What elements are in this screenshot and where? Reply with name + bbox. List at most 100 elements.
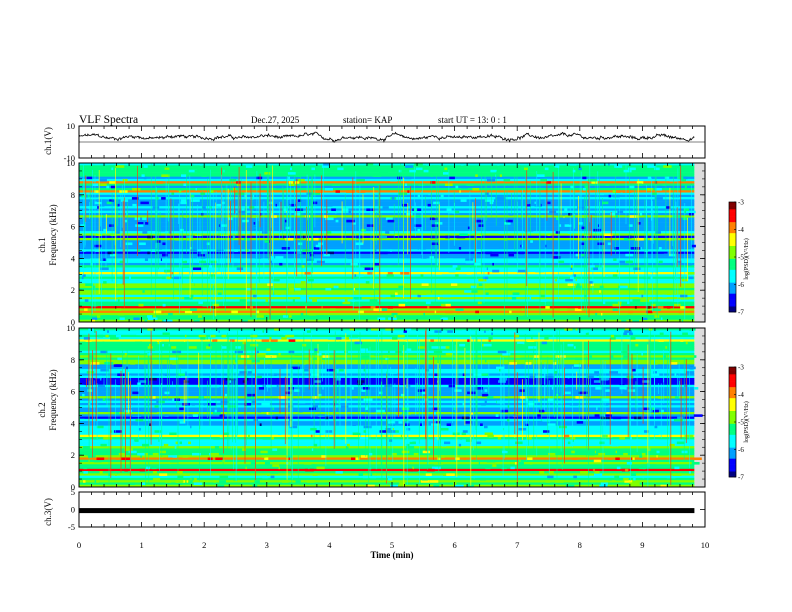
spectrum-cell	[360, 228, 366, 232]
spectrum-cell	[631, 457, 633, 461]
spectrum-cell	[261, 402, 270, 406]
spectrum-band	[79, 244, 695, 248]
spectrum-cell	[656, 450, 660, 454]
spectrum-cell	[96, 269, 98, 273]
spectrum-cell	[594, 414, 600, 417]
cb2-label: log(PSD)(V²/Hz)	[743, 401, 750, 442]
spectrum-cell	[260, 212, 262, 216]
spectrum-cell	[267, 384, 271, 388]
spectrum-cell	[560, 308, 568, 311]
spectrum-cell	[441, 427, 449, 431]
spectrum-cell	[391, 452, 397, 456]
spectrum-cell	[193, 319, 200, 323]
spectrum-cell	[584, 330, 588, 333]
spectrum-cell	[504, 346, 514, 349]
spectrum-cell	[490, 253, 499, 257]
spectrum-cell	[357, 278, 366, 282]
spectrum-cell	[628, 310, 633, 314]
colorbar-tick-label: -4	[738, 226, 744, 234]
spectrum-cell	[174, 343, 181, 347]
spectrum-cell	[212, 339, 218, 342]
spectrum-cell	[425, 301, 431, 305]
spectrum-cell	[346, 443, 350, 447]
spectrum-cell	[175, 348, 179, 352]
spectrum-cell	[262, 181, 271, 184]
spectrum-cell	[562, 212, 565, 216]
spectrum-cell	[152, 452, 159, 456]
spectrum-cell	[228, 185, 232, 189]
spectrum-cell	[406, 212, 413, 216]
spectrum-cell	[554, 278, 557, 282]
colorbar-segment	[729, 462, 736, 465]
spectrum-cell	[459, 283, 463, 286]
spectrum-cell	[283, 332, 287, 336]
spectrum-cell	[446, 328, 452, 331]
spectrum-cell	[143, 421, 150, 424]
spectrum-cell	[464, 231, 473, 234]
spectrum-cell	[270, 355, 277, 358]
spectrum-cell	[248, 434, 250, 438]
spectrum-cell	[559, 276, 564, 280]
spectrum-cell	[597, 242, 605, 246]
spectrum-cell	[219, 414, 225, 417]
spectrum-cell	[581, 226, 586, 230]
spectrum-cell	[367, 409, 376, 413]
spectrum-cell	[406, 412, 411, 415]
spectrum-cell	[259, 423, 262, 426]
spectrum-cell	[354, 219, 356, 223]
spectrum-cell	[589, 281, 594, 284]
spectrum-cell	[452, 265, 458, 268]
spectrum-cell	[117, 312, 125, 316]
spectrum-cell	[125, 242, 133, 246]
spectrum-cell	[398, 169, 402, 173]
spectrum-cell	[594, 450, 596, 454]
spectrum-cell	[147, 352, 152, 356]
spectrum-band	[79, 237, 695, 241]
spectrum-cell	[110, 253, 116, 257]
spectrum-cell	[257, 409, 262, 413]
colorbar-segment	[729, 401, 736, 404]
spectrum-cell	[102, 398, 106, 401]
spectrum-cell	[297, 178, 305, 182]
spectrum-cell	[295, 352, 302, 356]
spectrum-cell	[423, 312, 425, 316]
figure-title: VLF Spectra	[79, 114, 138, 126]
spectrum-cell	[250, 462, 256, 465]
spectrum-cell	[272, 448, 278, 451]
spectrum-cell	[606, 274, 608, 277]
spectrum-cell	[83, 337, 90, 340]
spectrum-cell	[623, 332, 628, 336]
spectrum-cell	[483, 343, 492, 347]
colorbar-segment	[729, 433, 736, 436]
spectrum-cell	[649, 341, 657, 345]
spectrum-cell	[333, 201, 341, 205]
spectrum-cell	[299, 251, 307, 255]
colorbar-segment	[729, 370, 736, 373]
spectrum-cell	[288, 339, 296, 342]
spectrum-cell	[97, 315, 101, 318]
spectrum-cell	[190, 425, 192, 429]
spectrum-cell	[607, 416, 611, 420]
spectrum-cell	[94, 244, 102, 248]
spectrum-cell	[489, 167, 498, 171]
spectrum-cell	[379, 235, 387, 239]
spectrum-cell	[262, 330, 265, 333]
spectrum-cell	[353, 287, 355, 291]
spectrum-cell	[657, 306, 664, 309]
spectrum-cell	[132, 425, 135, 429]
spectrum-cell	[516, 165, 521, 168]
spectrum-cell	[278, 352, 281, 356]
spectrum-cell	[110, 185, 115, 189]
colorbar-segment	[729, 218, 736, 221]
spectrum-cell	[638, 466, 647, 470]
spectrum-cell	[613, 258, 617, 261]
spectrum-cell	[95, 233, 102, 236]
spectrum-cell	[157, 228, 166, 232]
spectrum-band	[79, 292, 695, 296]
spectrum-cell	[465, 258, 474, 261]
spectrum-cell	[140, 328, 143, 331]
spectrum-cell	[592, 244, 597, 248]
spectrum-cell	[634, 416, 642, 420]
spectrum-cell	[138, 427, 141, 431]
spectrum-cell	[580, 348, 583, 352]
